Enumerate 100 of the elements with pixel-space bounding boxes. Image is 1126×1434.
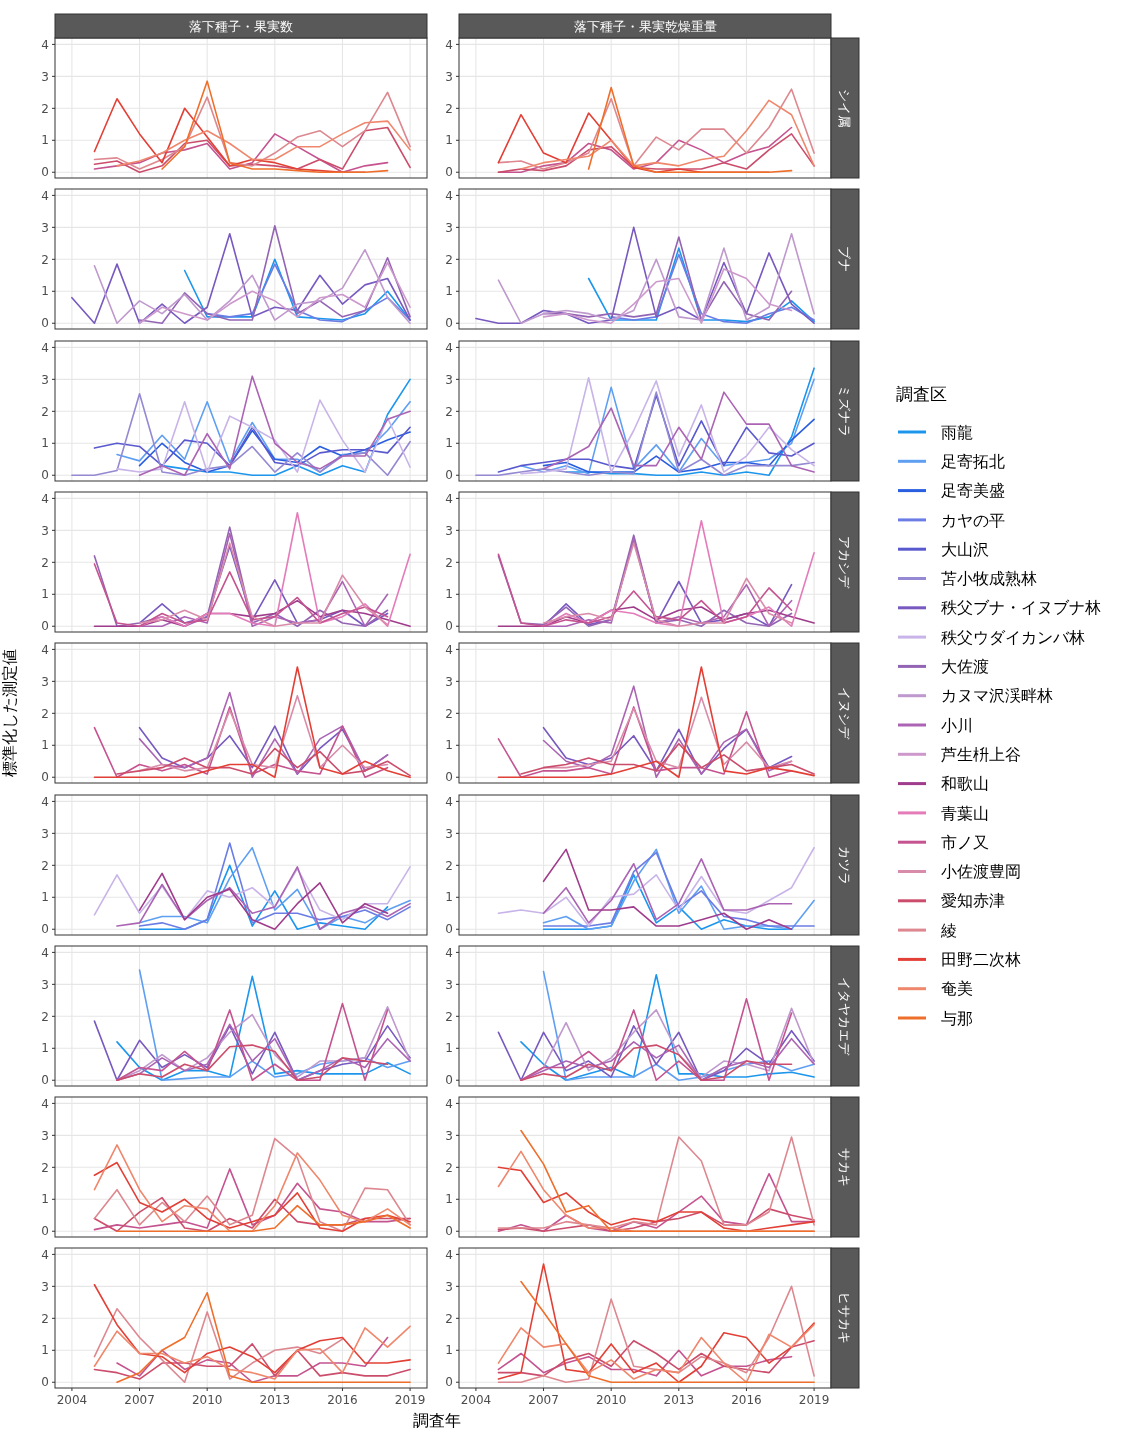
legend-label: 小川 — [941, 715, 973, 735]
legend-label: 大山沢 — [941, 539, 989, 559]
legend-label: カヌマ沢渓畔林 — [941, 686, 1053, 706]
y-tick-label: 4 — [445, 188, 453, 203]
y-tick-label: 2 — [41, 252, 49, 267]
y-tick-label: 2 — [41, 1160, 49, 1175]
y-tick-label: 1 — [41, 133, 49, 148]
legend-label: 苫小牧成熟林 — [941, 569, 1037, 589]
y-tick-label: 2 — [41, 404, 49, 419]
y-tick-label: 4 — [41, 491, 49, 506]
y-tick-label: 2 — [41, 101, 49, 116]
y-tick-label: 1 — [445, 889, 453, 904]
y-tick-label: 4 — [41, 794, 49, 809]
y-tick-label: 2 — [41, 858, 49, 873]
y-tick-label: 3 — [445, 523, 453, 538]
chart-title: 落下種子・果実数 — [189, 18, 293, 34]
y-tick-label: 4 — [41, 188, 49, 203]
y-tick-label: 2 — [41, 706, 49, 721]
y-tick-label: 2 — [445, 858, 453, 873]
y-tick-label: 3 — [445, 674, 453, 689]
x-axis-title: 調査年 — [413, 1411, 461, 1431]
chart-title: 落下種子・果実乾燥重量 — [573, 18, 717, 34]
y-tick-label: 1 — [41, 1343, 49, 1358]
y-tick-label: 0 — [41, 619, 49, 634]
y-tick-label: 2 — [41, 1311, 49, 1326]
y-tick-label: 1 — [41, 1192, 49, 1207]
x-tick-label: 2013 — [663, 1393, 695, 1408]
x-tick-label: 2019 — [798, 1393, 830, 1408]
x-tick-label: 2007 — [528, 1393, 559, 1408]
y-tick-label: 3 — [445, 1279, 453, 1294]
y-tick-label: 3 — [41, 69, 49, 84]
y-axis-title: 標準化した測定値 — [0, 649, 19, 778]
y-tick-label: 0 — [445, 770, 453, 785]
y-tick-label: 3 — [41, 674, 49, 689]
y-tick-label: 3 — [41, 977, 49, 992]
y-tick-label: 1 — [445, 436, 453, 451]
legend-label: 雨龍 — [941, 422, 973, 442]
text: イタヤカエデ — [837, 976, 853, 1056]
legend-label: 綾 — [940, 920, 957, 940]
y-tick-label: 1 — [41, 889, 49, 904]
x-tick-label: 2010 — [191, 1393, 223, 1408]
y-tick-label: 1 — [445, 1041, 453, 1056]
y-tick-label: 0 — [445, 921, 453, 936]
legend-label: 市ノ又 — [941, 832, 989, 852]
y-tick-label: 2 — [445, 706, 453, 721]
y-tick-label: 4 — [41, 37, 49, 52]
text: アカシデ — [837, 535, 853, 589]
y-tick-label: 2 — [445, 555, 453, 570]
y-tick-label: 3 — [41, 1128, 49, 1143]
legend-label: 足寄拓北 — [941, 451, 1005, 471]
y-tick-label: 0 — [41, 165, 49, 180]
y-tick-label: 4 — [445, 642, 453, 657]
y-tick-label: 4 — [445, 1247, 453, 1262]
legend-label: 与那 — [941, 1008, 973, 1028]
x-tick-label: 2004 — [460, 1393, 492, 1408]
y-tick-label: 1 — [445, 1192, 453, 1207]
text: シイ属 — [837, 88, 853, 128]
x-tick-label: 2019 — [394, 1393, 426, 1408]
y-tick-label: 2 — [41, 1009, 49, 1024]
y-tick-label: 1 — [41, 436, 49, 451]
y-tick-label: 1 — [445, 133, 453, 148]
legend-label: 田野二次林 — [941, 950, 1021, 969]
legend-label: 愛知赤津 — [941, 891, 1005, 911]
y-tick-label: 3 — [445, 372, 453, 387]
y-tick-label: 0 — [445, 1375, 453, 1390]
y-tick-label: 0 — [41, 1375, 49, 1390]
y-tick-label: 4 — [41, 340, 49, 355]
y-tick-label: 1 — [41, 587, 49, 602]
y-tick-label: 4 — [445, 794, 453, 809]
legend-label: 足寄美盛 — [941, 481, 1005, 501]
x-tick-label: 2016 — [731, 1393, 762, 1408]
y-tick-label: 1 — [41, 284, 49, 299]
legend-label: 秩父ブナ・イヌブナ林 — [941, 598, 1101, 618]
x-tick-label: 2013 — [259, 1393, 291, 1408]
y-tick-label: 1 — [445, 284, 453, 299]
y-tick-label: 4 — [445, 491, 453, 506]
y-tick-label: 2 — [445, 101, 453, 116]
text: イヌシデ — [837, 687, 853, 741]
legend-label: 奄美 — [941, 979, 973, 999]
y-tick-label: 0 — [41, 770, 49, 785]
y-tick-label: 1 — [41, 738, 49, 753]
y-tick-label: 0 — [445, 316, 453, 331]
y-tick-label: 0 — [445, 1224, 453, 1239]
y-tick-label: 0 — [41, 316, 49, 331]
text: カツラ — [837, 845, 853, 884]
y-tick-label: 2 — [445, 1311, 453, 1326]
y-tick-label: 0 — [445, 468, 453, 483]
y-tick-label: 4 — [445, 340, 453, 355]
y-tick-label: 4 — [41, 642, 49, 657]
x-tick-label: 2007 — [124, 1393, 155, 1408]
legend-label: 秩父ウダイカンバ林 — [941, 627, 1085, 647]
y-tick-label: 3 — [41, 826, 49, 841]
y-tick-label: 3 — [445, 977, 453, 992]
text: サカキ — [837, 1147, 853, 1187]
y-tick-label: 0 — [445, 1073, 453, 1088]
y-tick-label: 0 — [41, 1224, 49, 1239]
y-tick-label: 4 — [41, 1247, 49, 1262]
y-tick-label: 0 — [41, 921, 49, 936]
y-tick-label: 3 — [445, 69, 453, 84]
y-tick-label: 2 — [445, 252, 453, 267]
